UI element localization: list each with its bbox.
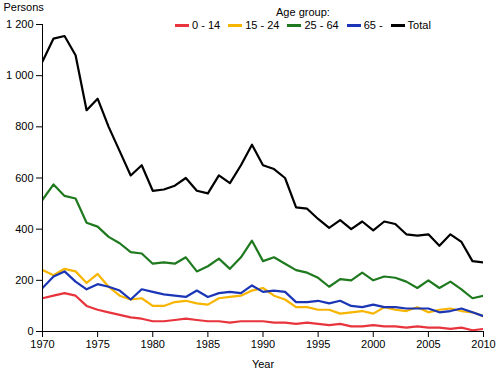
svg-text:600: 600 bbox=[15, 172, 33, 184]
svg-text:1995: 1995 bbox=[306, 338, 330, 350]
svg-text:1990: 1990 bbox=[251, 338, 275, 350]
html-text:Total: Total bbox=[407, 19, 431, 31]
svg-text:Year: Year bbox=[252, 358, 275, 370]
svg-text:1975: 1975 bbox=[85, 338, 109, 350]
html-text:65 -: 65 - bbox=[363, 19, 383, 31]
svg-text:2000: 2000 bbox=[361, 338, 385, 350]
svg-text:400: 400 bbox=[15, 223, 33, 235]
svg-text:1980: 1980 bbox=[141, 338, 165, 350]
html-text:0 - 14: 0 - 14 bbox=[192, 19, 221, 31]
html-text:Age group:: Age group: bbox=[276, 6, 330, 18]
svg-text:200: 200 bbox=[15, 274, 33, 286]
html-text:25 - 64: 25 - 64 bbox=[304, 19, 339, 31]
svg-text:2005: 2005 bbox=[416, 338, 440, 350]
svg-text:1970: 1970 bbox=[30, 338, 54, 350]
svg-text:800: 800 bbox=[15, 120, 33, 132]
svg-text:2010: 2010 bbox=[471, 338, 495, 350]
html-text:15 - 24: 15 - 24 bbox=[245, 19, 280, 31]
svg-text:1 000: 1 000 bbox=[6, 69, 34, 81]
svg-text:0: 0 bbox=[27, 325, 33, 337]
svg-text:1 200: 1 200 bbox=[6, 18, 34, 30]
svg-text:Persons: Persons bbox=[4, 1, 45, 13]
svg-text:1985: 1985 bbox=[196, 338, 220, 350]
